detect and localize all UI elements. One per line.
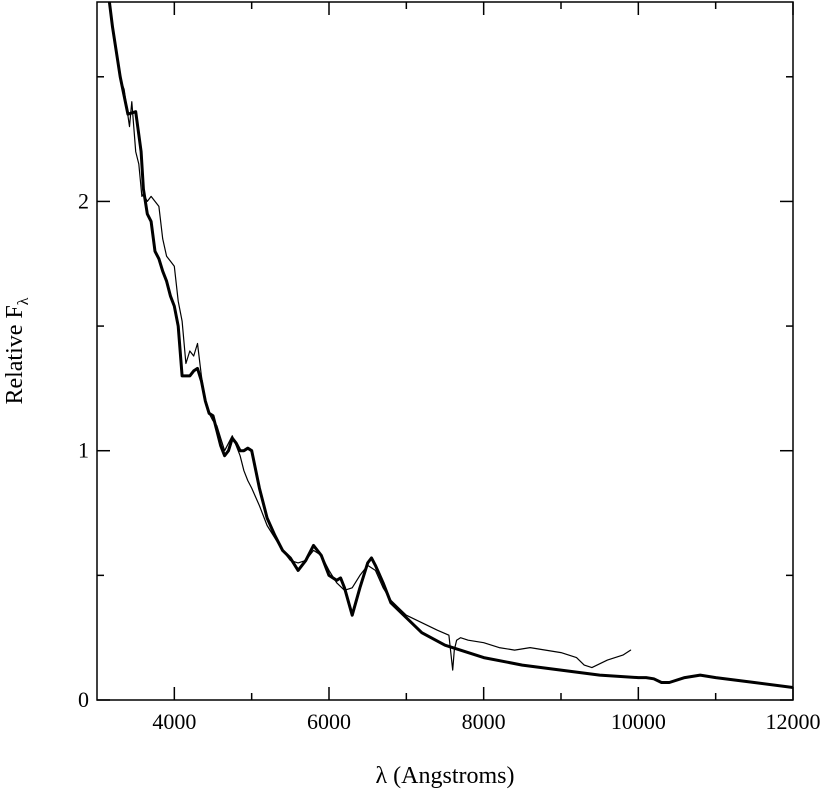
y-tick-label: 1 bbox=[78, 438, 89, 463]
plot-frame bbox=[96, 1, 794, 701]
series-layer bbox=[107, 2, 793, 689]
y-tick-label: 2 bbox=[78, 188, 89, 213]
x-axis-label: λ (Angstroms) bbox=[376, 763, 515, 789]
axis-tick-labels: 4000 6000 8000 10000 12000 0 1 2 bbox=[78, 188, 821, 734]
x-tick-label: 4000 bbox=[152, 709, 196, 734]
y-axis-label-main: Relative F bbox=[2, 305, 28, 404]
axis-ticks bbox=[97, 2, 794, 701]
series-line-model-thick bbox=[107, 2, 793, 689]
y-tick-label: 0 bbox=[78, 687, 89, 712]
x-tick-label: 10000 bbox=[611, 709, 666, 734]
x-axis-label-symbol: λ bbox=[376, 763, 388, 789]
series-line-observed-thin bbox=[119, 78, 632, 671]
x-tick-label: 8000 bbox=[462, 709, 506, 734]
x-tick-label: 6000 bbox=[307, 709, 351, 734]
x-axis-label-text: (Angstroms) bbox=[387, 763, 514, 789]
x-tick-label: 12000 bbox=[766, 709, 821, 734]
y-axis-label: Relative Fλ bbox=[2, 297, 32, 404]
y-axis-label-subscript: λ bbox=[15, 297, 32, 305]
